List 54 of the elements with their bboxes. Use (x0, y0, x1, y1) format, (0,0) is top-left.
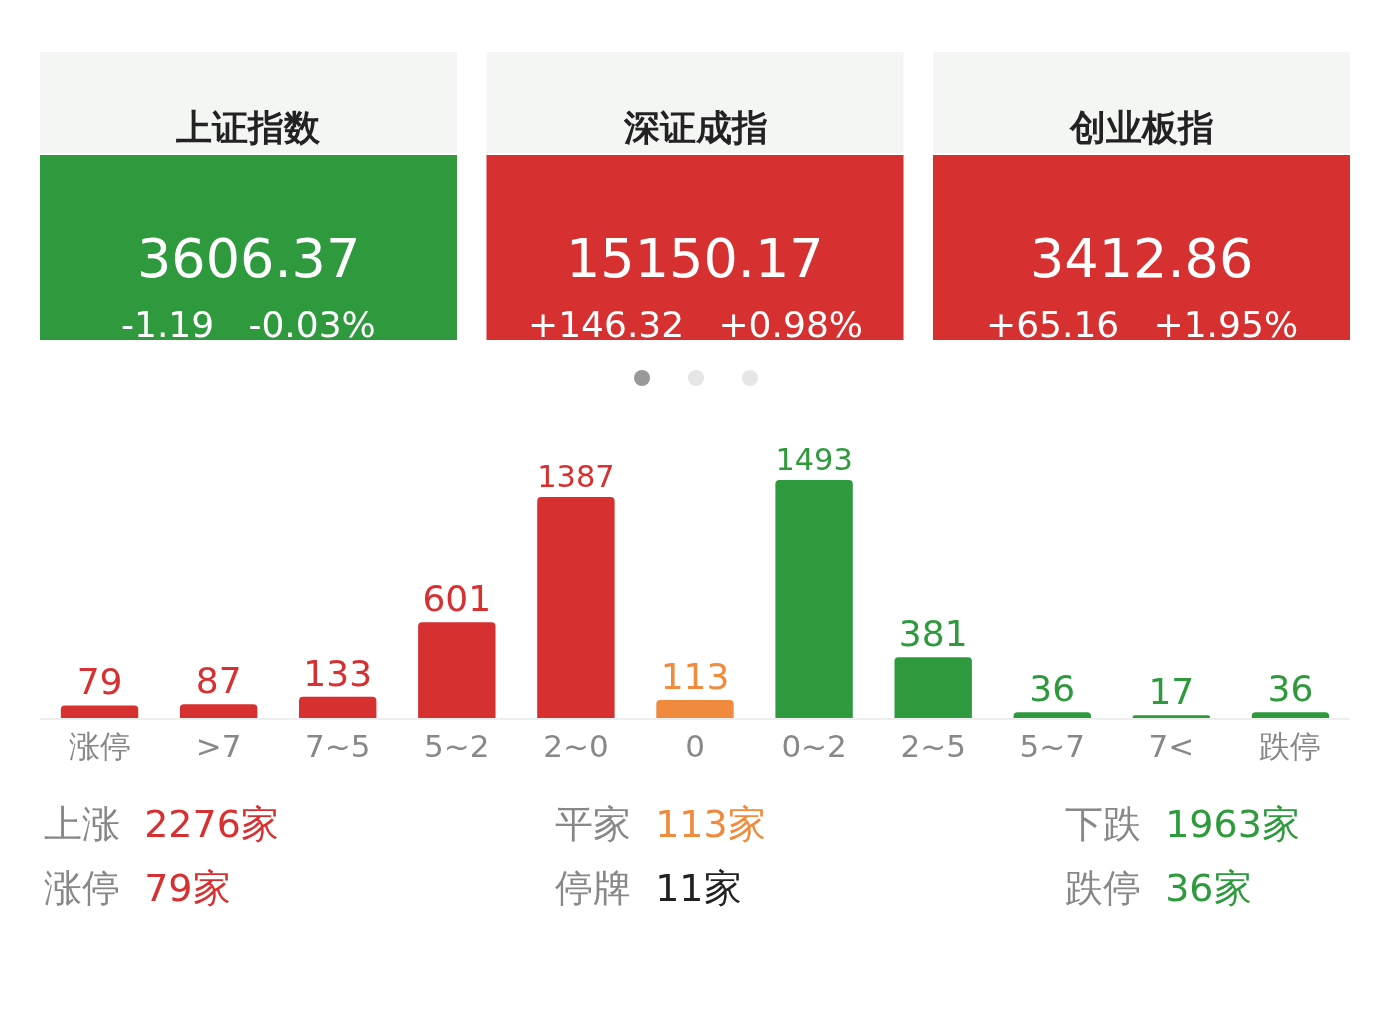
category-label: 平家 (555, 802, 631, 846)
data-label: 36 (1267, 668, 1314, 710)
bar (1013, 712, 1091, 718)
x-tick-label: 2~5 (900, 728, 966, 765)
category-label: 跌停 (1065, 866, 1141, 910)
x-tick-label: 7< (1148, 728, 1195, 765)
x-tick-label: 5~7 (1019, 728, 1085, 765)
bar (775, 480, 853, 718)
bar (537, 496, 615, 718)
data-label: 113 (660, 655, 730, 697)
bar (179, 704, 258, 718)
text: 11家 (655, 866, 742, 910)
text: +146.32 +0.98% (528, 304, 863, 345)
x-tick-label: 0~2 (781, 728, 847, 765)
text: 79家 (144, 866, 231, 910)
text: 深证成指 (623, 107, 768, 148)
text: 113家 (655, 802, 766, 846)
text: +65.16 +1.95% (986, 304, 1299, 345)
data-label: 1387 (537, 459, 615, 495)
bar (299, 696, 377, 718)
text: -1.19 -0.03% (121, 304, 376, 345)
category-label: 下跌 (1065, 802, 1141, 846)
bar (1132, 715, 1211, 718)
x-tick-label: 7~5 (305, 728, 371, 765)
bar (1251, 712, 1330, 718)
data-label: 381 (898, 613, 968, 655)
data-label: 133 (303, 652, 373, 694)
data-label: 601 (422, 578, 492, 620)
data-label: 87 (195, 660, 242, 702)
data-label: 1493 (775, 442, 853, 478)
x-tick-label: 2~0 (543, 728, 609, 765)
text: 上证指数 (176, 107, 321, 148)
category-label: 停牌 (555, 866, 631, 910)
x-tick-label: 跌停 (1259, 728, 1322, 765)
category-label: 上涨 (44, 802, 120, 846)
text: 3606.37 (137, 227, 361, 290)
text: 创业板指 (1069, 107, 1214, 148)
bar (60, 705, 139, 718)
bar (656, 699, 734, 718)
data-label: 36 (1029, 668, 1076, 710)
text: 15150.17 (566, 227, 824, 290)
text: 36家 (1165, 866, 1252, 910)
text: 2276家 (144, 802, 279, 846)
text: 1963家 (1165, 802, 1300, 846)
bar (418, 622, 496, 718)
x-tick-label: 5~2 (424, 728, 490, 765)
x-tick-label: >7 (195, 728, 242, 765)
text: 3412.86 (1030, 227, 1254, 290)
x-tick-label: 涨停 (68, 728, 131, 765)
data-label: 79 (76, 661, 123, 703)
category-label: 涨停 (44, 866, 120, 910)
x-tick-label: 0 (685, 728, 705, 765)
data-label: 17 (1148, 671, 1195, 713)
bar (894, 657, 972, 718)
